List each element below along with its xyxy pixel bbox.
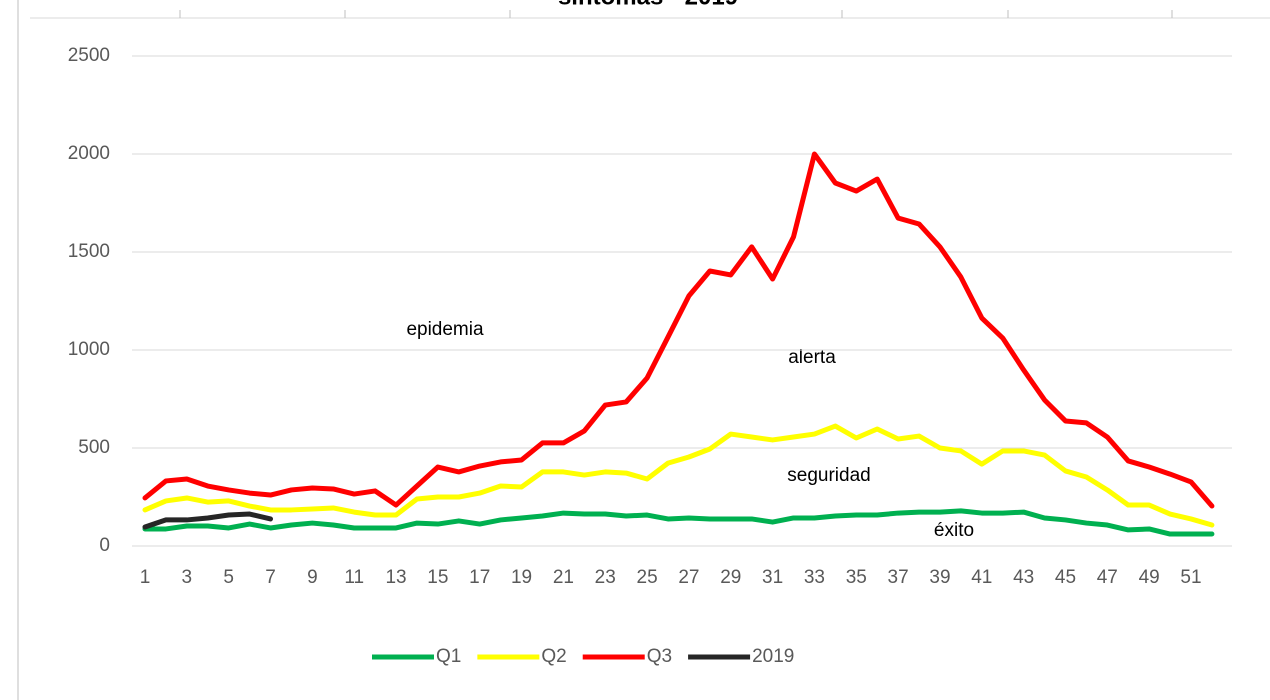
- x-tick-label: 9: [307, 567, 318, 588]
- annotation: alerta: [788, 347, 836, 368]
- legend-label: Q2: [541, 646, 566, 667]
- x-tick-label: 11: [344, 567, 364, 588]
- x-tick-label: 21: [553, 567, 574, 588]
- y-tick-label: 1000: [68, 339, 110, 360]
- y-tick-label: 500: [78, 437, 110, 458]
- series-line: [142, 151, 1215, 509]
- chart-title: síntomas - 2019: [558, 0, 738, 10]
- x-tick-label: 13: [385, 567, 406, 588]
- x-tick-label: 15: [427, 567, 448, 588]
- x-tick-label: 51: [1180, 567, 1201, 588]
- x-tick-label: 33: [804, 567, 825, 588]
- x-tick-label: 47: [1097, 567, 1118, 588]
- x-tick-label: 41: [971, 567, 992, 588]
- legend-label: Q3: [647, 646, 672, 667]
- sheet-frame: [17, 0, 1270, 700]
- y-tick-label: 0: [99, 535, 110, 556]
- series-line: [142, 508, 1215, 537]
- legend-label: 2019: [752, 646, 794, 667]
- x-tick-label: 7: [265, 567, 276, 588]
- x-tick-label: 3: [182, 567, 193, 588]
- x-tick-label: 39: [929, 567, 950, 588]
- y-tick-label: 1500: [68, 241, 110, 262]
- x-tick-label: 35: [846, 567, 867, 588]
- x-tick-label: 25: [637, 567, 658, 588]
- x-tick-label: 49: [1139, 567, 1160, 588]
- legend: Q1 Q2 Q3 2019: [372, 646, 794, 667]
- x-tick-label: 23: [595, 567, 616, 588]
- series-line: [142, 511, 274, 530]
- x-tick-label: 29: [720, 567, 741, 588]
- annotation: éxito: [934, 520, 974, 541]
- x-tick-label: 43: [1013, 567, 1034, 588]
- x-tick-label: 37: [888, 567, 909, 588]
- y-tick-label: 2000: [68, 143, 110, 164]
- x-tick-label: 17: [469, 567, 490, 588]
- x-tick-label: 1: [140, 567, 151, 588]
- x-tick-label: 5: [223, 567, 234, 588]
- x-tick-label: 31: [762, 567, 783, 588]
- x-tick-label: 19: [511, 567, 532, 588]
- legend-label: Q1: [436, 646, 461, 667]
- annotation: epidemia: [406, 319, 484, 340]
- x-tick-label: 45: [1055, 567, 1076, 588]
- annotation: seguridad: [787, 465, 870, 486]
- y-tick-label: 2500: [68, 45, 110, 66]
- x-tick-label: 27: [678, 567, 699, 588]
- series-line: [142, 423, 1215, 528]
